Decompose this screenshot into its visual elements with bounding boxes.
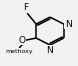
Text: methoxy: methoxy — [5, 49, 33, 54]
Text: O: O — [18, 36, 25, 45]
Text: N: N — [65, 20, 72, 29]
Text: F: F — [24, 3, 29, 12]
Text: N: N — [47, 46, 53, 55]
